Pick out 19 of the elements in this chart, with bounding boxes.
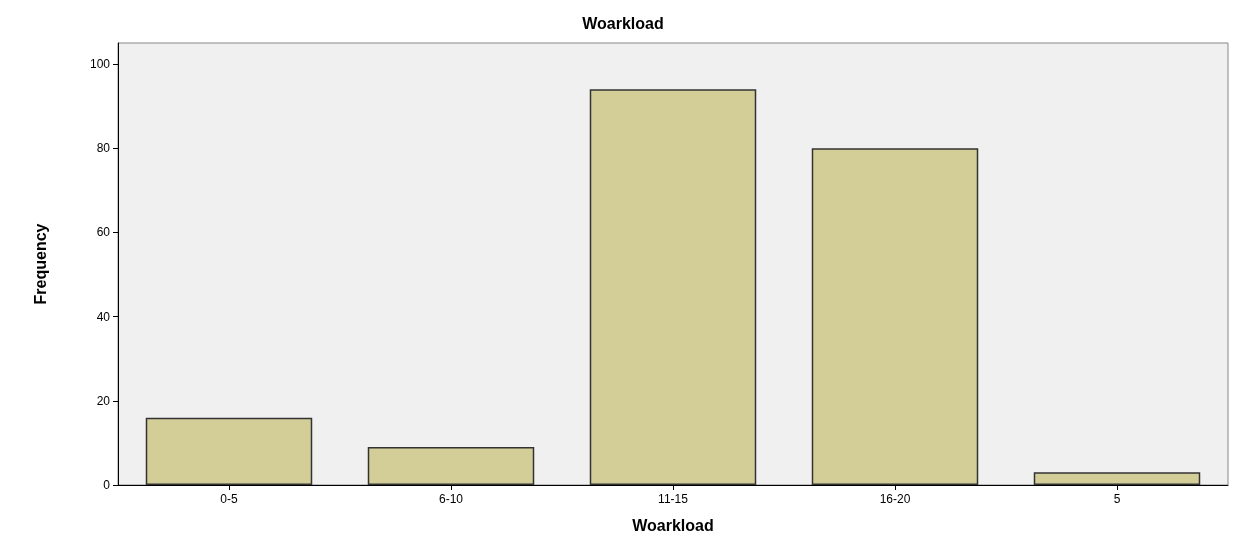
y-axis-title: Frequency [31, 223, 49, 305]
y-tick-label: 100 [89, 57, 111, 72]
bar [589, 89, 757, 485]
y-tick-label: 80 [96, 141, 111, 156]
y-tick-label: 60 [96, 225, 111, 240]
bar [145, 417, 313, 485]
bar [367, 447, 535, 485]
x-tick-label: 6-10 [438, 492, 464, 506]
bar [1033, 472, 1201, 485]
x-tick-label: 16-20 [879, 492, 911, 506]
x-tick-label: 0-5 [220, 492, 238, 506]
x-tick-label: 5 [1113, 492, 1121, 506]
chart-title: Woarkload [582, 14, 664, 32]
x-tick-label: 11-15 [658, 492, 689, 506]
bar [811, 148, 979, 485]
y-tick-label: 40 [96, 309, 111, 324]
y-tick-label: 20 [96, 393, 111, 408]
y-tick-label: 0 [103, 478, 111, 492]
x-axis-title: Woarkload [632, 516, 714, 534]
